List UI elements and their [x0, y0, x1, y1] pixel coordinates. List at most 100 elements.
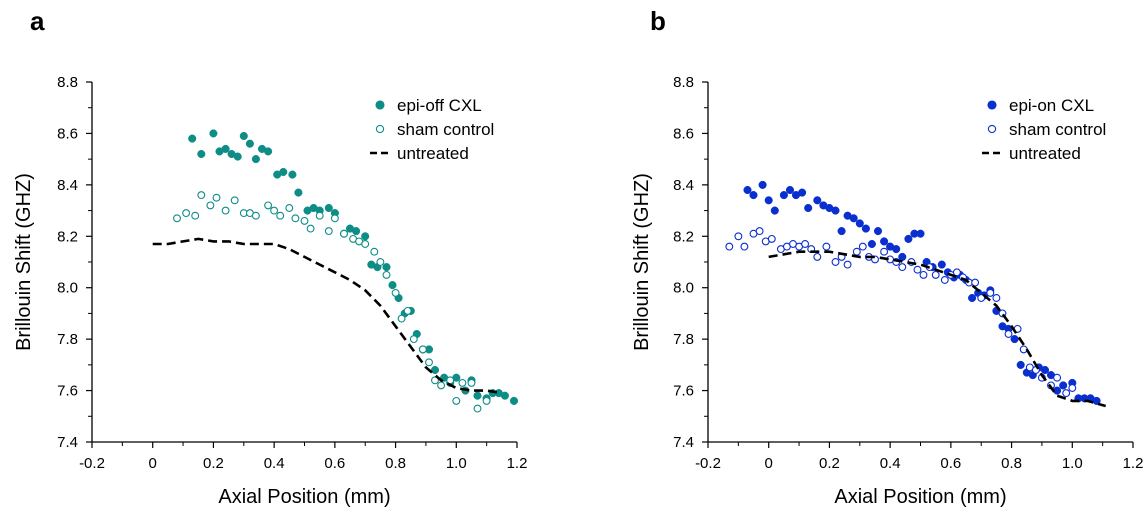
data-point [916, 229, 925, 238]
x-tick-label: 1.2 [507, 455, 528, 472]
y-tick-label: 7.4 [673, 434, 694, 451]
data-point [873, 227, 883, 236]
data-point [1068, 384, 1077, 392]
data-point [291, 214, 300, 223]
series-untreated [768, 250, 1107, 408]
data-point [206, 201, 215, 210]
data-point [940, 276, 949, 284]
data-point [1053, 373, 1062, 382]
x-tick-label: 0.2 [203, 455, 224, 472]
legend-swatch [987, 100, 997, 110]
data-point [740, 242, 749, 251]
data-point [482, 396, 491, 405]
data-point [804, 203, 813, 213]
data-point [952, 268, 961, 277]
legend-swatch [375, 100, 385, 110]
series-sham-control [173, 191, 491, 413]
data-point [1062, 389, 1071, 398]
data-point [388, 281, 397, 290]
data-point [852, 247, 861, 256]
data-point [239, 131, 248, 141]
data-point [276, 211, 285, 220]
data-point [361, 240, 370, 248]
data-point [382, 263, 391, 272]
data-point [197, 149, 206, 159]
y-tick-label: 8.0 [57, 280, 78, 297]
data-point [209, 129, 218, 138]
data-point [849, 214, 858, 223]
legend-label: sham control [1009, 120, 1106, 139]
legend: epi-on CXL sham control untreated [982, 96, 1106, 163]
data-point [288, 170, 297, 179]
data-point [1016, 360, 1025, 369]
data-point [315, 211, 324, 220]
data-point [749, 191, 758, 200]
data-point [898, 252, 907, 261]
data-point [264, 147, 273, 156]
data-point [837, 227, 846, 236]
data-point [264, 201, 273, 210]
data-point [370, 247, 379, 256]
data-point [758, 180, 767, 189]
x-tick-label: 0.4 [880, 455, 901, 472]
y-tick-label: 8.8 [57, 74, 78, 91]
data-point [403, 306, 412, 315]
data-point [971, 278, 980, 287]
legend-label: epi-off CXL [397, 96, 482, 115]
data-point [822, 242, 831, 251]
series-epi-off-cxl [188, 129, 519, 405]
data-point [500, 391, 509, 400]
data-point [992, 294, 1001, 302]
data-point [931, 270, 940, 279]
data-point [813, 196, 822, 205]
untreated-line [768, 250, 1107, 408]
data-point [324, 203, 333, 213]
x-tick-label: 0.8 [1001, 455, 1022, 472]
data-point [458, 378, 467, 387]
data-point [251, 211, 260, 220]
chart-panel-b: b -0.2 0 0.2 0.4 0.6 0.8 1.0 1.2 7.4 7.6 7.8 8.0 8.2 8… [631, 6, 1143, 508]
data-point [813, 252, 822, 261]
data-point [437, 381, 446, 390]
data-point [509, 396, 519, 405]
data-point [324, 227, 333, 236]
data-point [409, 335, 418, 344]
series-untreated [152, 237, 503, 395]
data-point [743, 185, 752, 195]
x-tick-label: 1.0 [446, 455, 467, 472]
legend-swatch [375, 124, 385, 134]
data-point [473, 404, 482, 413]
data-point [352, 227, 361, 236]
data-point [212, 193, 221, 202]
y-tick-label: 8.4 [57, 177, 78, 194]
x-axis-title: Axial Position (mm) [218, 486, 390, 508]
data-point [230, 196, 239, 205]
data-point [270, 206, 279, 215]
data-point [431, 376, 439, 385]
legend-label: untreated [1009, 144, 1081, 163]
data-point [785, 185, 795, 195]
legend-swatch [987, 124, 997, 134]
data-point [300, 216, 309, 225]
data-point [831, 206, 840, 215]
data-point [245, 139, 254, 148]
panel-letter: b [650, 6, 666, 36]
x-tick-label: -0.2 [79, 455, 105, 472]
data-point [798, 188, 807, 197]
y-tick-label: 8.0 [673, 280, 694, 297]
x-tick-label: 0.6 [940, 455, 961, 472]
x-tick-label: -0.2 [695, 455, 721, 472]
data-point [867, 239, 876, 249]
x-tick-label: 0 [765, 455, 773, 472]
data-point [977, 294, 986, 302]
y-tick-label: 8.8 [673, 74, 694, 91]
data-point [397, 314, 406, 323]
data-point [425, 358, 433, 367]
x-tick-label: 0.8 [385, 455, 406, 472]
data-point [770, 206, 779, 215]
data-point [285, 204, 294, 212]
data-point [1059, 381, 1068, 390]
x-tick-label: 1.0 [1062, 455, 1083, 472]
y-tick-label: 8.6 [57, 125, 78, 142]
